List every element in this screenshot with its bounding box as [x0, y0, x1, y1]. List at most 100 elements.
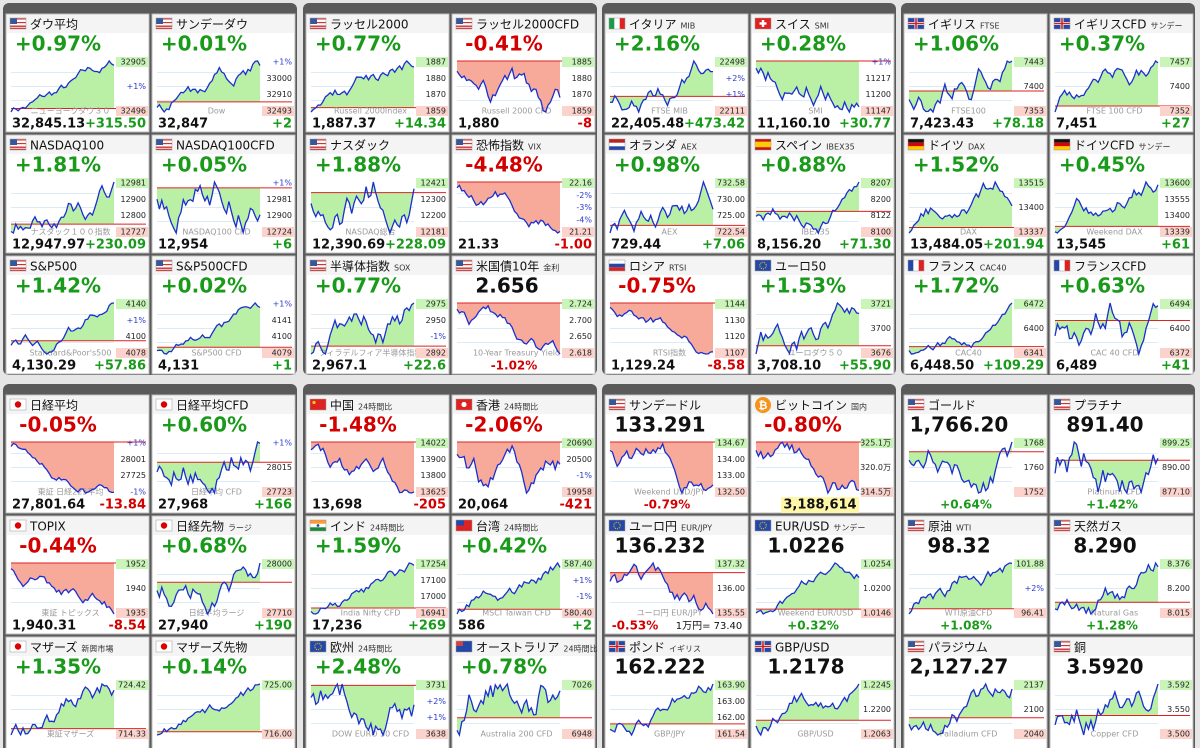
flag-part — [908, 527, 924, 529]
change: +201.94 — [983, 238, 1044, 253]
tile-header — [453, 396, 594, 414]
watermark: 10-Year Treasury Yield — [473, 349, 560, 358]
tile-header — [307, 396, 448, 414]
label-bg — [715, 608, 747, 618]
flag-part — [310, 399, 326, 410]
axis-label: 725.00 — [264, 681, 292, 690]
sparkline — [10, 568, 115, 615]
flag-part — [1054, 520, 1061, 526]
axis-label: 32905 — [121, 58, 146, 67]
label-bg — [1160, 438, 1192, 448]
watermark: S&P500 CFD — [191, 349, 241, 358]
label-bg — [116, 106, 148, 116]
axis-label: 6400 — [1170, 324, 1190, 333]
label-bg — [861, 608, 893, 618]
axis-label: 3700 — [871, 324, 891, 333]
tile-header — [1051, 517, 1192, 535]
flag-part — [14, 643, 22, 650]
headline: +0.37% — [1059, 32, 1145, 56]
sparkline — [609, 561, 714, 615]
tile-name: EUR/USD — [775, 520, 829, 534]
sparkline — [609, 59, 713, 114]
axis-label: 13400 — [1165, 211, 1190, 220]
axis-label: 8.200 — [1167, 584, 1190, 593]
tile-sub: CAC40 — [980, 264, 1007, 273]
price: 27,801.64 — [12, 498, 85, 513]
flag-part — [10, 18, 17, 24]
watermark: ニューヨークダウ３０ — [31, 106, 111, 116]
axis-label: 6341 — [1024, 349, 1044, 358]
axis-label: 714.33 — [118, 730, 146, 739]
axis-label: 11147 — [866, 107, 891, 116]
label-bg — [861, 487, 893, 497]
watermark: 東証 トピックス — [41, 608, 99, 618]
axis-label: -1% — [130, 488, 146, 497]
axis-label: 2.724 — [569, 300, 592, 309]
tile-header — [453, 136, 594, 154]
axis-label: 135.55 — [717, 609, 745, 618]
headline: +0.14% — [161, 655, 247, 679]
change: +473.42 — [684, 117, 745, 132]
label-bg — [562, 438, 594, 448]
axis-label: 4100 — [272, 332, 292, 341]
flag-part — [10, 269, 26, 271]
axis-label: 13625 — [421, 488, 446, 497]
flag-part — [310, 25, 326, 27]
axis-label: 22111 — [720, 107, 745, 116]
tile: イギリス FTSE+1.06% FTSE100 7443 7400 7353 7,423.4… — [903, 13, 1048, 133]
label-bg — [715, 729, 747, 739]
sparkline — [755, 301, 860, 356]
tile-sub: 24時間比 — [504, 402, 538, 412]
label-bg — [262, 106, 294, 116]
watermark: WTI原油CFD — [945, 608, 993, 618]
tile-bg — [750, 134, 895, 254]
axis-label: 17254 — [421, 560, 446, 569]
flag-border — [754, 519, 772, 532]
change-pct: +1.08% — [940, 619, 992, 633]
watermark: Dow — [208, 107, 226, 116]
headline: +0.77% — [315, 274, 401, 298]
price: 17,236 — [312, 619, 362, 634]
tile-name: マザーズ先物 — [176, 640, 247, 655]
tile-sub: 国内 — [851, 402, 867, 412]
flag-border — [309, 259, 327, 272]
headline: 3.5920 — [1066, 655, 1143, 679]
flag-part — [456, 146, 472, 148]
axis-label: 16941 — [421, 609, 446, 618]
flag-part — [156, 269, 172, 271]
axis-label: 1885 — [572, 58, 592, 67]
sparkline — [310, 302, 415, 356]
flag-border — [907, 138, 925, 151]
flag-border — [9, 138, 27, 151]
flag-part — [156, 267, 172, 269]
sparkline — [310, 443, 415, 494]
flag-border — [9, 398, 27, 411]
watermark: Palladium CFD — [940, 730, 998, 739]
axis-label: 7353 — [1024, 107, 1044, 116]
watermark: FTSE 100 CFD — [1086, 107, 1142, 116]
tile: スイス SMI+0.28%SMI+1%11217112001114711,160.… — [750, 13, 895, 133]
price: 13,698 — [312, 498, 362, 513]
tile: 半導体指数 SOX+0.77% フィラデルフィア半導体指数 2975 2950 -1% 28… — [305, 255, 450, 375]
tile: ドイツCFD サンデー+0.45% Weekend DAX 13600 13555 134… — [1049, 134, 1194, 254]
sparkline — [908, 60, 1013, 114]
axis-label: 2040 — [1024, 730, 1044, 739]
flag-border — [1053, 398, 1071, 411]
tile-sub: ラージ — [228, 524, 252, 533]
axis-label: 11217 — [866, 74, 891, 83]
flag-part — [310, 641, 326, 652]
label-bg — [116, 57, 148, 67]
price: 8,156.20 — [757, 238, 821, 253]
axis-label: 1887 — [426, 58, 446, 67]
axis-label: 2950 — [426, 316, 446, 325]
axis-label: 11200 — [866, 90, 891, 99]
axis-label: 7400 — [1170, 82, 1190, 91]
headline: -1.48% — [319, 413, 397, 437]
flag-border — [455, 138, 473, 151]
flag-part — [1054, 648, 1070, 650]
tile-header — [7, 257, 148, 275]
flag-part — [456, 260, 472, 271]
axis-label: +1% — [273, 179, 293, 188]
flag-part — [310, 27, 326, 29]
